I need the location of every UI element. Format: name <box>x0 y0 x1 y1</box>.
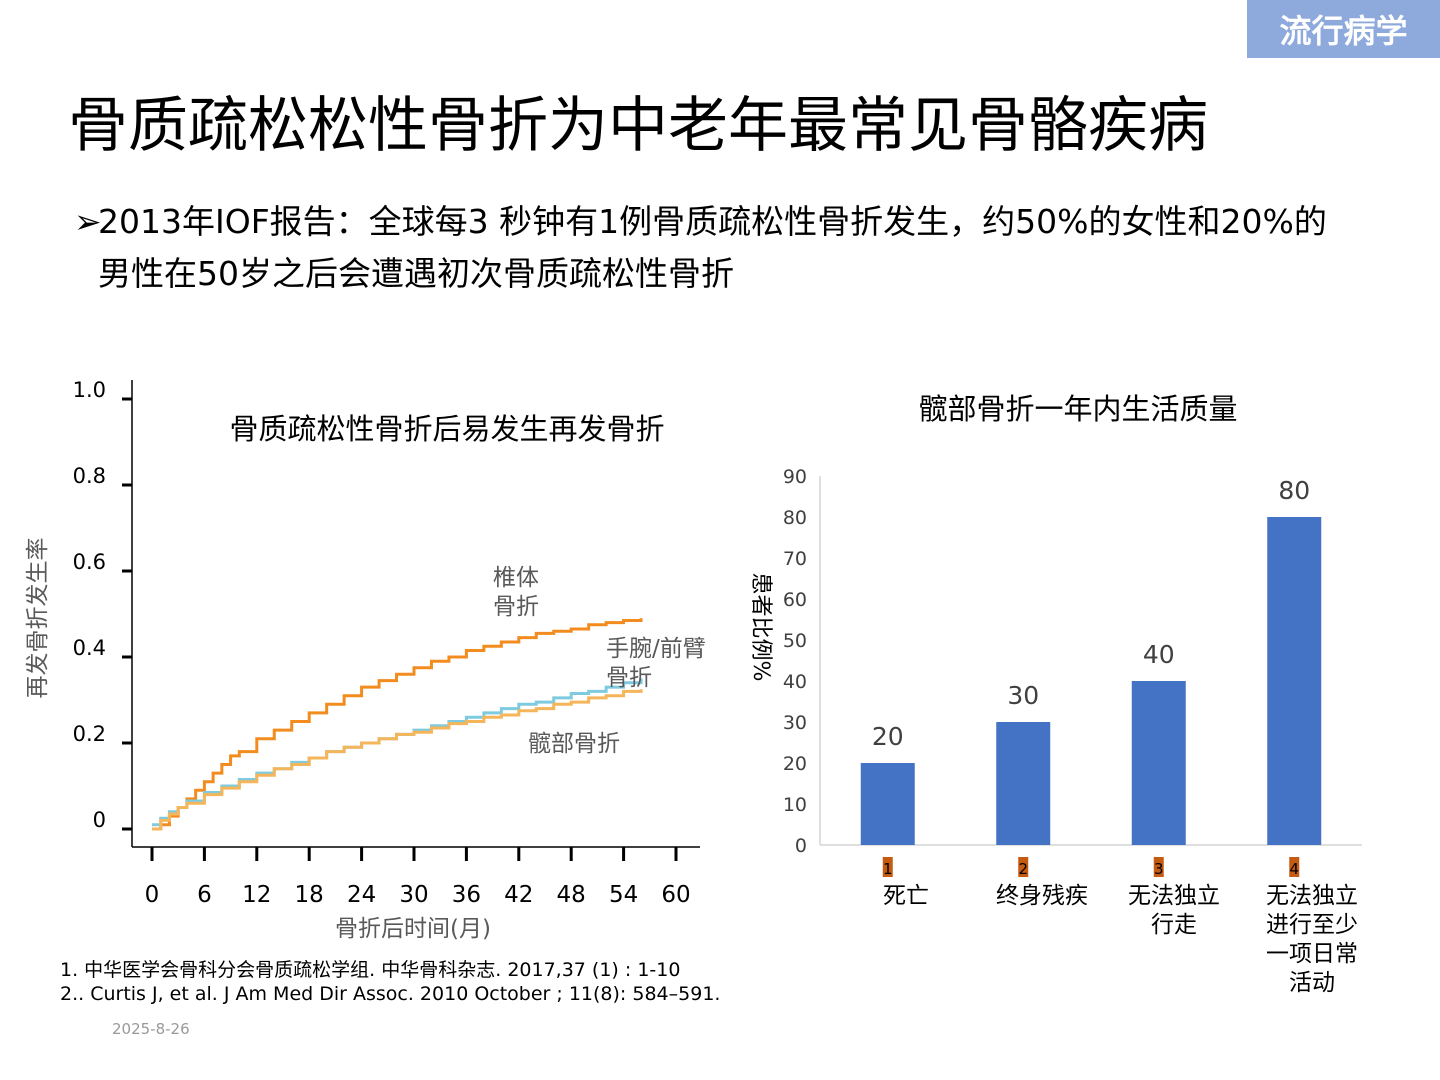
bar-y-tick-label: 50 <box>783 630 807 652</box>
bar-y-axis-title: 患者比例% <box>748 573 773 682</box>
y-tick-label: 0 <box>93 808 106 832</box>
series-label-wrist: 手腕/前臂 <box>606 636 706 662</box>
bar-value-label: 30 <box>1007 681 1039 710</box>
category-number: 4 <box>1289 860 1299 878</box>
y-tick-label: 1.0 <box>73 378 106 402</box>
x-tick-label: 48 <box>557 882 586 908</box>
y-tick-label: 0.2 <box>73 722 106 746</box>
category-label: 无法独立 <box>1128 883 1220 909</box>
y-tick-label: 0.6 <box>73 550 106 574</box>
bar-y-tick-label: 30 <box>783 712 807 734</box>
bar <box>996 722 1051 845</box>
x-tick-label: 36 <box>452 882 481 908</box>
x-tick-label: 0 <box>145 882 160 908</box>
slide-date: 2025-8-26 <box>112 1020 190 1038</box>
x-tick-label: 54 <box>609 882 638 908</box>
bar-y-tick-label: 10 <box>783 794 807 816</box>
x-axis-title: 骨折后时间(月) <box>335 916 491 942</box>
category-label: 一项日常 <box>1266 941 1358 967</box>
page-title: 骨质疏松松性骨折为中老年最常见骨骼疾病 <box>68 91 1208 161</box>
x-tick-label: 24 <box>347 882 376 908</box>
category-number: 1 <box>883 860 893 878</box>
x-tick-label: 42 <box>504 882 533 908</box>
x-tick-label: 30 <box>399 882 428 908</box>
bar-y-tick-label: 90 <box>783 466 807 488</box>
bar-y-tick-label: 0 <box>795 835 807 857</box>
chart2-title: 髋部骨折一年内生活质量 <box>918 392 1237 426</box>
series-line-hip <box>152 689 643 831</box>
reference-1: 1. 中华医学会骨科分会骨质疏松学组. 中华骨科杂志. 2017,37 (1) … <box>60 959 681 981</box>
chart1-title: 骨质疏松性骨折后易发生再发骨折 <box>229 412 664 446</box>
category-number: 2 <box>1018 860 1028 878</box>
category-label: 进行至少 <box>1266 912 1358 938</box>
category-number-badge <box>1018 857 1029 877</box>
bar-y-tick-label: 70 <box>783 548 807 570</box>
bullet-arrow-icon: ➢ <box>74 202 102 241</box>
bar <box>860 763 915 845</box>
bullet-text: 2013年IOF报告：全球每3 秒钟有1例骨质疏松性骨折发生，约50%的女性和2… <box>98 202 1327 293</box>
references: 1. 中华医学会骨科分会骨质疏松学组. 中华骨科杂志. 2017,37 (1) … <box>60 958 720 1006</box>
x-tick-label: 18 <box>295 882 324 908</box>
bar-value-label: 40 <box>1143 640 1175 669</box>
x-tick-label: 6 <box>197 882 212 908</box>
category-number-badge <box>882 857 893 877</box>
category-label: 无法独立 <box>1266 883 1358 909</box>
bullet-point: ➢ 2013年IOF报告：全球每3 秒钟有1例骨质疏松性骨折发生，约50%的女性… <box>74 196 1334 300</box>
y-tick-label: 0.8 <box>73 464 106 488</box>
series-label-hip: 髋部骨折 <box>528 731 620 757</box>
series-label-wrist: 骨折 <box>606 665 652 691</box>
category-label: 终身残疾 <box>996 883 1088 909</box>
category-label: 死亡 <box>883 883 929 909</box>
bar <box>1131 681 1186 845</box>
y-axis-title: 再发骨折发生率 <box>25 538 51 699</box>
bar-y-tick-label: 40 <box>783 671 807 693</box>
x-tick-label: 12 <box>242 882 271 908</box>
bar <box>1267 517 1322 845</box>
category-number-badge <box>1289 857 1300 877</box>
bar-y-tick-label: 20 <box>783 753 807 775</box>
bar-value-label: 80 <box>1278 476 1310 505</box>
category-label: 行走 <box>1151 912 1197 938</box>
section-tag: 流行病学 <box>1247 0 1440 58</box>
series-label-vertebral: 骨折 <box>493 594 539 620</box>
y-tick-label: 0.4 <box>73 636 106 660</box>
bar-value-label: 20 <box>872 722 904 751</box>
category-label: 活动 <box>1289 970 1335 996</box>
category-number: 3 <box>1154 860 1164 878</box>
reference-2: 2.. Curtis J, et al. J Am Med Dir Assoc.… <box>60 983 721 1005</box>
bar-y-tick-label: 80 <box>783 507 807 529</box>
x-tick-label: 60 <box>661 882 690 908</box>
series-label-vertebral: 椎体 <box>493 565 539 591</box>
series-line-vertebral <box>152 618 643 831</box>
bar-y-tick-label: 60 <box>783 589 807 611</box>
category-number-badge <box>1153 857 1164 877</box>
